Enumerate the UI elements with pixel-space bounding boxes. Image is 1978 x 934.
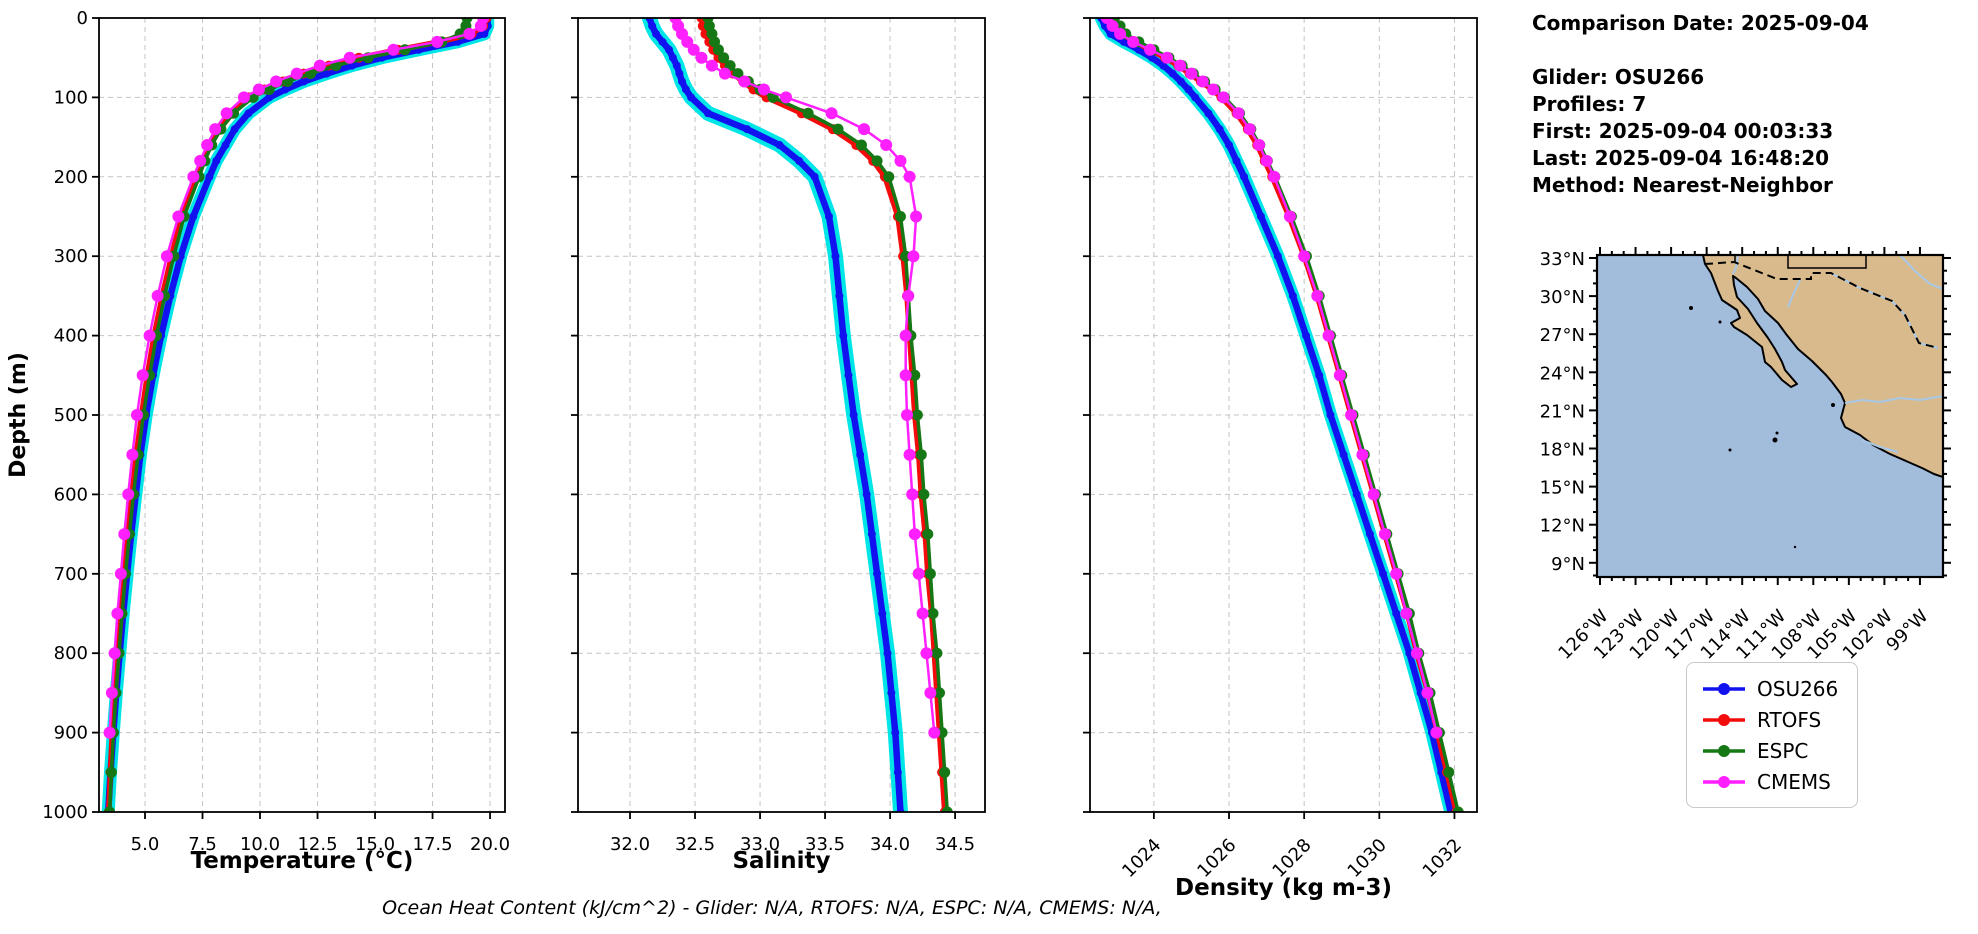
svg-text:100: 100 <box>54 87 88 108</box>
svg-text:10.0: 10.0 <box>240 834 280 855</box>
series-OSU266 <box>1097 18 1455 812</box>
legend-label-cmems: CMEMS <box>1757 769 1831 794</box>
series-CMEMS <box>669 18 941 739</box>
svg-text:400: 400 <box>54 326 88 347</box>
legend-item-espc: ESPC <box>1701 739 1857 763</box>
legend-line-marker-icon <box>1703 744 1745 757</box>
svg-text:24°N: 24°N <box>1540 363 1585 384</box>
locator-map: 33°N30°N27°N24°N21°N18°N15°N12°N9°N126°W… <box>1540 247 1951 664</box>
svg-text:800: 800 <box>54 643 88 664</box>
svg-text:33°N: 33°N <box>1540 249 1585 270</box>
svg-text:99°W: 99°W <box>1882 606 1932 656</box>
depth-axis-title: Depth (m) <box>6 352 31 478</box>
svg-text:12.5: 12.5 <box>297 834 337 855</box>
temperature-ticks <box>92 17 491 819</box>
series-CMEMS <box>103 18 490 739</box>
density-axis-title: Density (kg m-3) <box>1175 875 1392 901</box>
svg-text:34.5: 34.5 <box>935 834 975 855</box>
svg-text:5.0: 5.0 <box>131 834 160 855</box>
legend-label-rtofs: RTOFS <box>1757 707 1822 732</box>
series-CMEMS <box>1100 18 1443 739</box>
map-islands <box>1689 306 1835 549</box>
last-profile-time-text: Last: 2025-09-04 16:48:20 <box>1532 146 1830 170</box>
map-land <box>1702 255 1943 478</box>
svg-text:27°N: 27°N <box>1540 325 1585 346</box>
ocean-heat-content-caption: Ocean Heat Content (kJ/cm^2) - Glider: N… <box>382 897 1162 919</box>
svg-text:600: 600 <box>54 484 88 505</box>
svg-text:30°N: 30°N <box>1540 287 1585 308</box>
legend-label-glider: OSU266 <box>1757 676 1839 701</box>
density-gridlines <box>1090 18 1477 812</box>
first-profile-time-text: First: 2025-09-04 00:03:33 <box>1532 119 1834 143</box>
density-series <box>1094 18 1464 812</box>
svg-text:200: 200 <box>54 167 88 188</box>
legend: OSU266 RTOFS ESPC CMEMS <box>1686 662 1858 808</box>
svg-text:33.0: 33.0 <box>740 834 780 855</box>
legend-line-marker-icon <box>1703 713 1745 726</box>
svg-text:32.0: 32.0 <box>610 834 650 855</box>
legend-item-cmems: CMEMS <box>1701 770 1857 794</box>
salinity-gridlines <box>578 18 985 812</box>
glider-name-text: Glider: OSU266 <box>1532 65 1705 89</box>
svg-text:7.5: 7.5 <box>188 834 217 855</box>
map-border-us-mexico <box>1704 260 1939 349</box>
svg-text:12°N: 12°N <box>1540 516 1585 537</box>
salinity-series <box>642 18 953 812</box>
svg-text:18°N: 18°N <box>1540 440 1585 461</box>
legend-line-marker-icon <box>1703 682 1745 695</box>
legend-line-marker-icon <box>1703 775 1745 788</box>
temperature-panel: 5.0 7.5 10.0 12.5 15.0 17.5 20.0 0 100 200 300 400 5… <box>42 8 510 874</box>
map-ticks <box>1589 247 1951 585</box>
svg-text:9°N: 9°N <box>1551 554 1585 575</box>
temperature-series <box>101 18 495 812</box>
profiles-count-text: Profiles: 7 <box>1532 92 1647 116</box>
svg-text:0: 0 <box>77 8 88 29</box>
svg-text:15°N: 15°N <box>1540 478 1585 499</box>
svg-text:700: 700 <box>54 564 88 585</box>
info-spacer <box>1532 37 1869 64</box>
comparison-date-text: Comparison Date: 2025-09-04 <box>1532 11 1869 35</box>
map-frame <box>1595 253 1945 579</box>
svg-text:900: 900 <box>54 723 88 744</box>
temperature-tick-labels: 5.0 7.5 10.0 12.5 15.0 17.5 20.0 0 100 200 300 400 5… <box>42 8 510 855</box>
method-text: Method: Nearest-Neighbor <box>1532 173 1833 197</box>
map-state-borders <box>1734 255 1867 269</box>
svg-text:1024: 1024 <box>1118 835 1165 882</box>
salinity-ticks <box>571 17 956 819</box>
svg-text:33.5: 33.5 <box>805 834 845 855</box>
temperature-gridlines <box>99 18 505 812</box>
series-OSU266 <box>645 18 905 812</box>
temperature-axis-title: Temperature (°C) <box>191 848 414 874</box>
svg-text:20.0: 20.0 <box>470 834 510 855</box>
svg-text:15.0: 15.0 <box>355 834 395 855</box>
salinity-tick-labels: 32.0 32.5 33.0 33.5 34.0 34.5 <box>610 834 975 855</box>
svg-text:1000: 1000 <box>42 802 88 823</box>
svg-text:34.0: 34.0 <box>870 834 910 855</box>
legend-item-glider: OSU266 <box>1701 677 1857 701</box>
density-ticks <box>1083 17 1456 819</box>
legend-label-espc: ESPC <box>1757 738 1809 763</box>
comparison-info-block: Comparison Date: 2025-09-04 Glider: OSU2… <box>1532 10 1869 199</box>
svg-text:32.5: 32.5 <box>675 834 715 855</box>
svg-text:1032: 1032 <box>1419 835 1466 882</box>
svg-text:500: 500 <box>54 405 88 426</box>
svg-text:17.5: 17.5 <box>413 834 453 855</box>
svg-text:21°N: 21°N <box>1540 401 1585 422</box>
series-ESPC <box>702 18 953 812</box>
salinity-panel: 32.0 32.5 33.0 33.5 34.0 34.5 Salinity <box>571 17 986 874</box>
salinity-axis-title: Salinity <box>732 848 830 874</box>
legend-item-rtofs: RTOFS <box>1701 708 1857 732</box>
map-rivers <box>1732 255 1943 453</box>
svg-text:300: 300 <box>54 246 88 267</box>
